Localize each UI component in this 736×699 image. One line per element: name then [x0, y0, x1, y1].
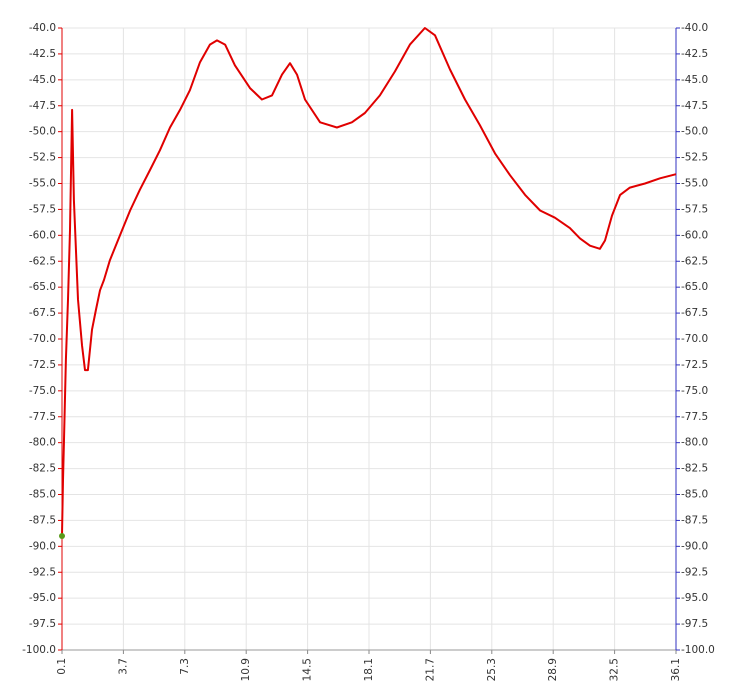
- y-tick-label: -85.0: [29, 489, 56, 501]
- y-tick-label: -100.0: [22, 644, 56, 656]
- y2-tick-label: -100.0: [681, 644, 715, 656]
- x-tick-label: 18.1: [363, 658, 375, 681]
- y2-tick-label: -40.0: [681, 22, 708, 34]
- y-tick-label: -50.0: [29, 126, 56, 138]
- x-tick-label: 7.3: [179, 658, 191, 675]
- data-line: [61, 27, 677, 535]
- y-tick-label: -67.5: [29, 307, 56, 319]
- y2-tick-label: -50.0: [681, 126, 708, 138]
- y2-tick-label: -62.5: [681, 255, 708, 267]
- y2-tick-label: -87.5: [681, 514, 708, 526]
- y-tick-label: -90.0: [29, 540, 56, 552]
- y-tick-label: -80.0: [29, 437, 56, 449]
- y2-tick-label: -77.5: [681, 411, 708, 423]
- y-tick-label: -60.0: [29, 229, 56, 241]
- y-tick-label: -52.5: [29, 152, 56, 164]
- x-tick-label: 21.7: [424, 658, 436, 681]
- point-marker: [59, 532, 65, 539]
- x-tick-label: 0.1: [56, 658, 68, 675]
- y2-tick-label: -82.5: [681, 463, 708, 475]
- x-tick-label: 14.5: [302, 658, 314, 681]
- y2-tick-label: -67.5: [681, 307, 708, 319]
- y2-tick-label: -47.5: [681, 100, 708, 112]
- y-tick-label: -70.0: [29, 333, 56, 345]
- y-tick-label: -87.5: [29, 514, 56, 526]
- x-tick-label: 28.9: [547, 658, 559, 681]
- y-tick-label: -72.5: [29, 359, 56, 371]
- y-tick-label: -55.0: [29, 178, 56, 190]
- y2-tick-label: -55.0: [681, 178, 708, 190]
- y-tick-label: -42.5: [29, 48, 56, 60]
- y-tick-label: -65.0: [29, 281, 56, 293]
- y2-tick-label: -45.0: [681, 74, 708, 86]
- y-tick-label: -62.5: [29, 255, 56, 267]
- y2-tick-label: -72.5: [681, 359, 708, 371]
- y2-tick-label: -70.0: [681, 333, 708, 345]
- y-tick-label: -97.5: [29, 618, 56, 630]
- y-tick-label: -95.0: [29, 592, 56, 604]
- y2-tick-label: -80.0: [681, 437, 708, 449]
- y-tick-label: -75.0: [29, 385, 56, 397]
- y-tick-label: -82.5: [29, 463, 56, 475]
- y-tick-label: -92.5: [29, 566, 56, 578]
- y2-tick-label: -95.0: [681, 592, 708, 604]
- x-tick-label: 25.3: [486, 658, 498, 681]
- y2-tick-label: -75.0: [681, 385, 708, 397]
- y-tick-label: -40.0: [29, 22, 56, 34]
- y2-tick-label: -42.5: [681, 48, 708, 60]
- y2-tick-label: -85.0: [681, 489, 708, 501]
- y2-tick-label: -60.0: [681, 229, 708, 241]
- y-tick-label: -77.5: [29, 411, 56, 423]
- x-tick-label: 36.1: [670, 658, 682, 681]
- y2-tick-label: -52.5: [681, 152, 708, 164]
- x-tick-label: 32.5: [609, 658, 621, 681]
- x-tick-label: 10.9: [240, 658, 252, 681]
- y2-tick-label: -97.5: [681, 618, 708, 630]
- y-tick-label: -45.0: [29, 74, 56, 86]
- y2-tick-label: -57.5: [681, 203, 708, 215]
- y2-tick-label: -92.5: [681, 566, 708, 578]
- y-tick-label: -47.5: [29, 100, 56, 112]
- y2-tick-label: -90.0: [681, 540, 708, 552]
- y2-tick-label: -65.0: [681, 281, 708, 293]
- x-tick-label: 3.7: [117, 658, 129, 675]
- y-tick-label: -57.5: [29, 203, 56, 215]
